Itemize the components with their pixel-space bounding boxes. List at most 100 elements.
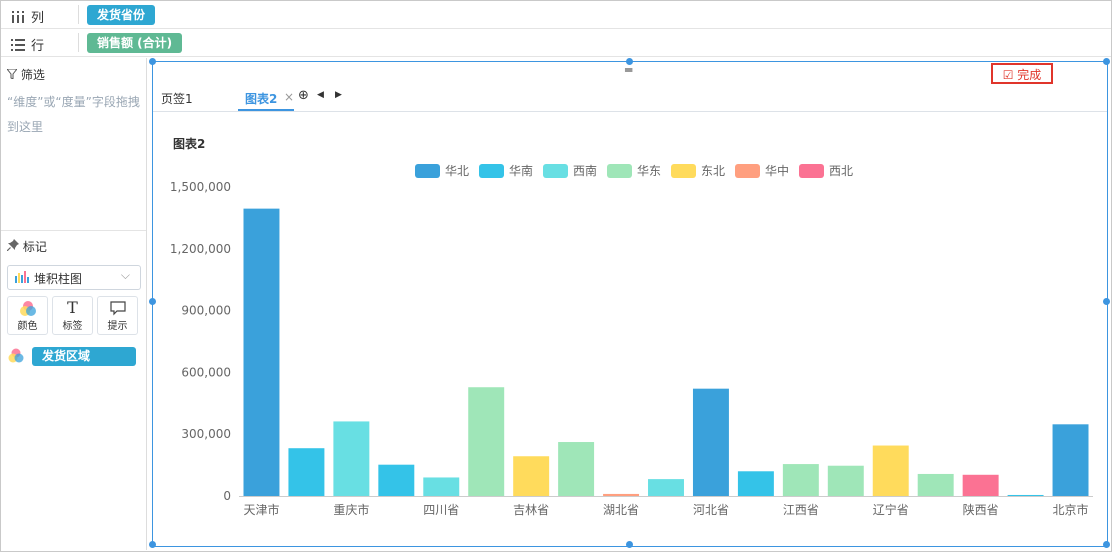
text-t-icon: T [67,298,78,317]
close-icon[interactable]: × [284,90,295,104]
tooltip-mark-button[interactable]: 提示 [97,296,138,335]
resize-handle[interactable] [149,298,156,305]
filter-drop-zone[interactable]: “维度”或“度量”字段拖拽到这里 [7,95,140,134]
resize-handle[interactable] [149,58,156,65]
legend-label: 华南 [509,163,533,178]
x-tick-label: 江西省 [783,503,819,517]
left-panel: 筛选 “维度”或“度量”字段拖拽到这里 标记 堆积柱图 ⌵ 颜色 T 标签 提示… [1,58,147,550]
legend-label: 华东 [637,164,661,178]
bar [513,456,550,496]
bar [468,387,505,496]
tab-page1[interactable]: 页签1 [161,92,193,106]
x-tick-label: 重庆市 [333,502,369,517]
x-tick-label: 四川省 [423,503,459,517]
speech-bubble-icon [110,301,126,316]
done-button[interactable]: ☑ 完成 [991,63,1053,84]
y-tick-label: 300,000 [181,427,231,441]
bar [333,421,370,496]
resize-handle[interactable] [626,58,633,65]
color-field-pill[interactable]: 发货区域 [32,347,136,366]
y-tick-label: 900,000 [181,304,231,318]
bar [378,464,415,496]
chart-editor-canvas[interactable]: ═ ☑ 完成 页签1 图表2 × ⊕ ◀ ▶ 图表2 华北 华南 西南 华东 东北 华中 西… [152,61,1108,547]
next-tab-icon[interactable]: ▶ [335,90,342,100]
x-tick-label: 湖北省 [603,502,639,517]
resize-handle[interactable] [1103,58,1110,65]
resize-handle[interactable] [1103,298,1110,305]
legend-swatch [799,164,824,178]
y-tick-label: 600,000 [181,365,231,379]
legend-label: 华北 [445,164,469,178]
legend-swatch [735,164,760,178]
legend-label: 西北 [829,164,853,178]
tab-bar: 页签1 图表2 × ⊕ ◀ ▶ [153,84,1107,112]
shelf-divider [78,5,79,24]
edit-icon: ☑ [1002,68,1014,82]
chart-type-value: 堆积柱图 [34,272,83,286]
pin-icon [6,239,19,252]
add-tab-icon[interactable]: ⊕ [298,88,309,103]
tooltip-mark-label: 提示 [107,321,128,332]
resize-handle[interactable] [626,541,633,548]
resize-handle[interactable] [1103,541,1110,548]
chevron-down-icon: ⌵ [120,268,130,282]
tab-chart2[interactable]: 图表2 [245,92,278,106]
bar [827,465,864,496]
bar [917,473,954,496]
bar [648,479,684,496]
x-tick-label: 辽宁省 [873,502,909,517]
legend-swatch [543,164,568,178]
prev-tab-icon[interactable]: ◀ [317,90,324,100]
active-tab-indicator [238,109,294,111]
x-tick-label: 北京市 [1053,502,1089,517]
panel-divider [1,230,146,231]
bar [558,442,595,496]
rows-label: 行 [31,39,45,54]
bar [1052,424,1089,496]
color-mark-label: 颜色 [17,321,38,332]
y-tick-label: 1,500,000 [170,180,231,194]
columns-shelf: 列 发货省份 [1,1,1111,29]
resize-handle[interactable] [149,541,156,548]
x-tick-label: 吉林省 [513,503,549,517]
chart-type-select[interactable]: 堆积柱图 ⌵ [7,265,141,290]
bar [692,388,729,496]
legend-label: 东北 [701,164,725,178]
rows-icon [11,38,25,51]
chart-title: 图表2 [173,137,206,151]
columns-shelf-label: 列 [11,7,44,26]
bar-chart: 华北 华南 西南 华东 东北 华中 西北 0 300,000 600,000 900,000 1,20… [170,163,1093,517]
drag-handle-icon[interactable]: ═ [625,63,633,77]
color-mark-button[interactable]: 颜色 [7,296,48,335]
color-palette-icon [20,301,36,316]
columns-field-pill[interactable]: 发货省份 [87,5,156,25]
label-mark-label: 标签 [62,321,83,332]
x-tick-label: 河北省 [693,503,729,517]
filter-icon [5,68,19,80]
rows-shelf-label: 行 [11,35,44,54]
stacked-bar-icon [15,271,29,283]
x-tick-label: 天津市 [243,502,279,517]
columns-icon [12,10,24,23]
legend-swatch [607,164,632,178]
bar [872,445,909,496]
bar [782,464,819,496]
bar [603,493,640,496]
legend-swatch [671,164,696,178]
rows-field-pill[interactable]: 销售额 (合计) [87,33,183,53]
columns-label: 列 [31,11,45,26]
legend-label: 华中 [765,163,789,178]
bar [288,448,325,496]
marks-section-title: 标记 [6,238,47,255]
color-palette-icon [8,348,24,363]
legend-swatch [415,164,440,178]
label-mark-button[interactable]: T 标签 [52,296,93,335]
legend-label: 西南 [573,163,597,178]
y-tick-label: 0 [223,489,231,503]
bar [423,477,460,496]
rows-shelf: 行 销售额 (合计) [1,29,1111,57]
shelf-divider [78,33,79,52]
bar [737,471,774,496]
bar [962,474,999,496]
legend-swatch [479,164,504,178]
